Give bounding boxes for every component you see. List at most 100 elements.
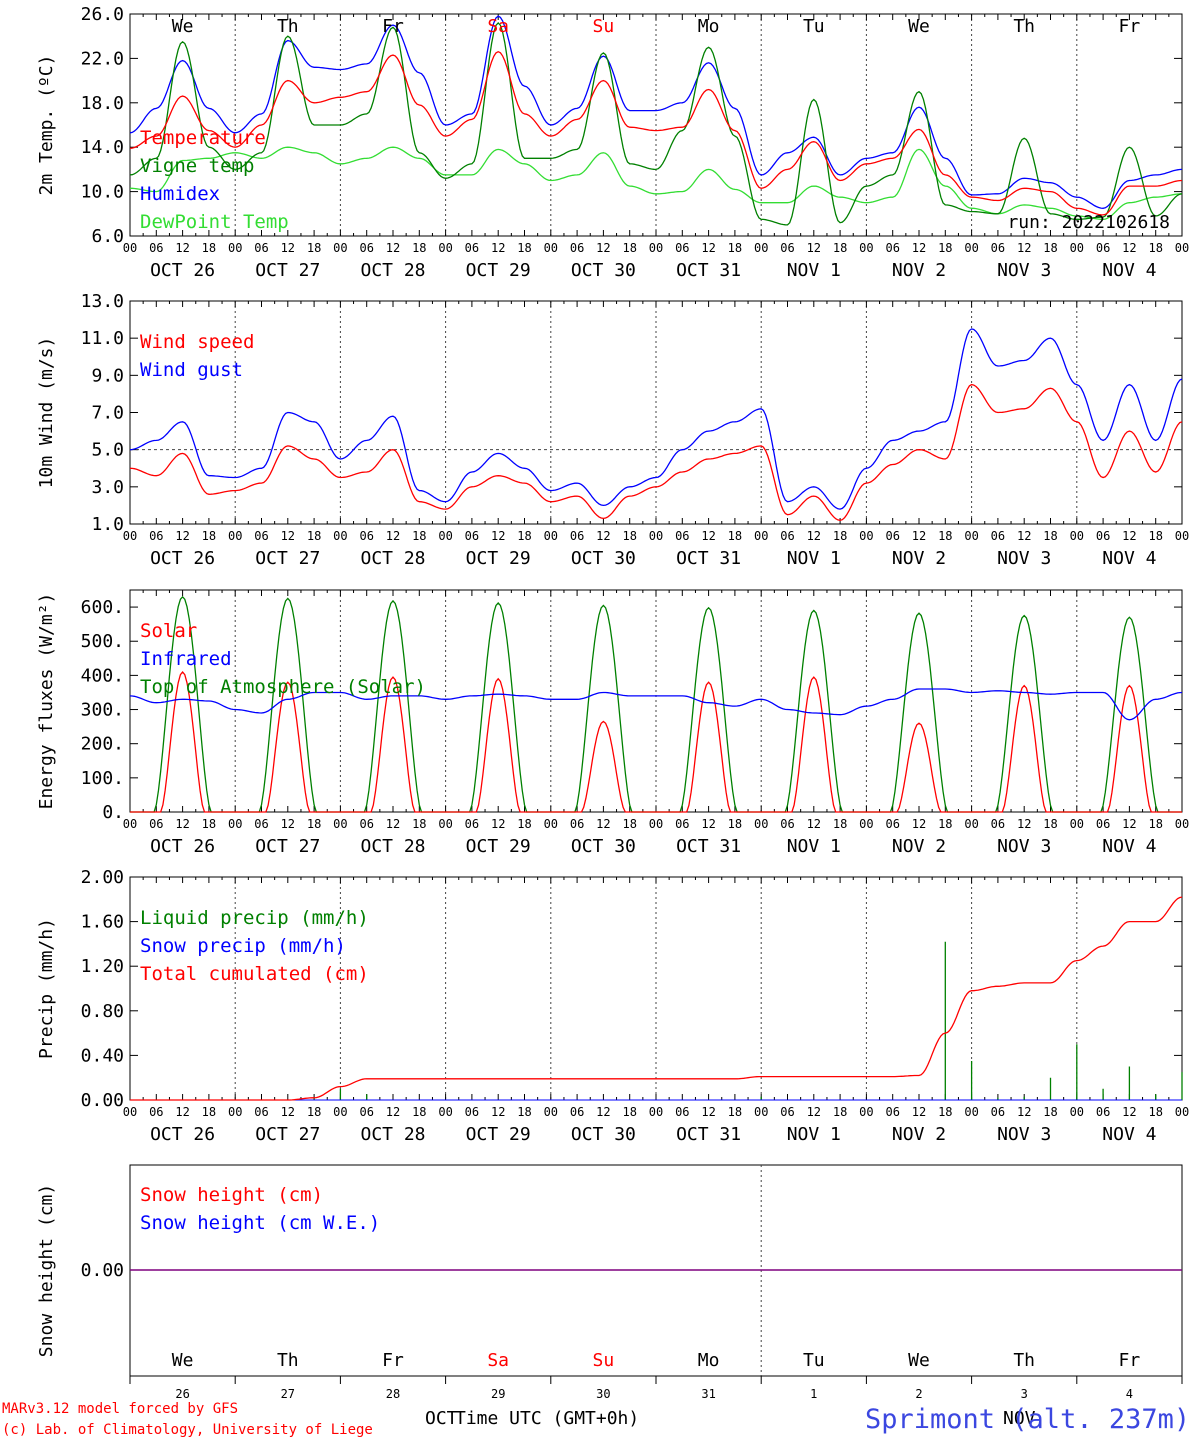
- hour-label: 00: [1070, 1105, 1084, 1119]
- hour-label: 18: [728, 817, 742, 831]
- y-tick-label: 0.40: [81, 1045, 124, 1066]
- hour-label: 12: [1122, 1105, 1136, 1119]
- y-tick-label: 22.0: [81, 48, 124, 69]
- hour-label: 18: [1043, 241, 1057, 255]
- legend-top-of-atmosphere-solar-: Top of Atmosphere (Solar): [140, 676, 426, 698]
- y-tick-label: 26.0: [81, 4, 124, 25]
- hour-label: 18: [412, 529, 426, 543]
- hour-label: 18: [1043, 817, 1057, 831]
- day-label: OCT 26: [150, 836, 215, 857]
- day-label: NOV 3: [997, 1124, 1051, 1145]
- hour-label: 00: [1070, 241, 1084, 255]
- y-tick-label: 200.: [81, 734, 124, 755]
- day-label: OCT 31: [676, 548, 741, 569]
- hour-label: 06: [885, 529, 899, 543]
- hour-label: 00: [859, 529, 873, 543]
- y-tick-label: 1.0: [91, 514, 124, 535]
- lab-credit: (c) Lab. of Climatology, University of L…: [2, 1422, 373, 1438]
- day-number: 26: [175, 1387, 189, 1401]
- weekday-label: Fr: [1119, 1350, 1141, 1371]
- hour-label: 00: [964, 1105, 978, 1119]
- day-label: NOV 2: [892, 548, 946, 569]
- y-tick-label: 0.00: [81, 1090, 124, 1111]
- hour-label: 12: [491, 241, 505, 255]
- weekday-label: Th: [1013, 1350, 1035, 1371]
- day-label: OCT 30: [571, 836, 636, 857]
- hour-label: 18: [728, 241, 742, 255]
- hour-label: 00: [333, 817, 347, 831]
- hour-label: 12: [912, 817, 926, 831]
- hour-label: 18: [412, 817, 426, 831]
- day-number: 27: [281, 1387, 295, 1401]
- hour-label: 12: [1017, 817, 1031, 831]
- hour-label: 12: [386, 817, 400, 831]
- series-solar: [130, 670, 1182, 813]
- legend-total-cumulated-cm-: Total cumulated (cm): [140, 963, 369, 985]
- hour-label: 00: [964, 241, 978, 255]
- hour-label: 00: [754, 241, 768, 255]
- hour-label: 06: [254, 817, 268, 831]
- y-axis-title: Snow height (cm): [36, 1184, 57, 1357]
- weekday-label: Sa: [487, 16, 509, 37]
- hour-label: 12: [281, 817, 295, 831]
- hour-label: 06: [465, 241, 479, 255]
- hour-label: 12: [701, 1105, 715, 1119]
- hour-label: 18: [938, 241, 952, 255]
- series-total-cumulated: [130, 896, 1183, 1101]
- hour-label: 18: [938, 529, 952, 543]
- weekday-label: We: [908, 1350, 930, 1371]
- hour-label: 06: [149, 241, 163, 255]
- hour-label: 12: [281, 241, 295, 255]
- panels-layer: 00 06 12 18 00 06 12 18 00 06 12 18 00 06 12 18 00 06 12 18…: [36, 4, 1189, 1401]
- hour-label: 06: [359, 241, 373, 255]
- y-tick-label: 0.: [102, 802, 124, 823]
- series-wind-speed: [129, 383, 1183, 521]
- day-label: OCT 29: [466, 836, 531, 857]
- day-label: OCT 31: [676, 260, 741, 281]
- hour-label: 18: [622, 1105, 636, 1119]
- hour-label: 12: [175, 529, 189, 543]
- day-label: NOV 4: [1102, 548, 1156, 569]
- hour-label: 18: [307, 817, 321, 831]
- y-tick-label: 400.: [81, 665, 124, 686]
- hour-label: 00: [649, 817, 663, 831]
- day-label: NOV 1: [787, 1124, 841, 1145]
- hour-label: 00: [1175, 529, 1189, 543]
- hour-label: 06: [149, 1105, 163, 1119]
- hour-label: 18: [1043, 529, 1057, 543]
- legend-liquid-precip-mm-h-: Liquid precip (mm/h): [140, 907, 369, 929]
- hour-label: 12: [1122, 529, 1136, 543]
- hour-label: 18: [307, 1105, 321, 1119]
- hour-label: 00: [649, 241, 663, 255]
- day-label: OCT 29: [466, 1124, 531, 1145]
- hour-label: 12: [281, 529, 295, 543]
- hour-label: 12: [491, 1105, 505, 1119]
- time-axis-title: Time UTC (GMT+0h): [455, 1408, 639, 1429]
- y-axis-title: 2m Temp. (ºC): [36, 55, 57, 196]
- legend-solar: Solar: [140, 620, 197, 642]
- series-vigne-temp: [129, 21, 1183, 226]
- hour-label: 06: [465, 817, 479, 831]
- hour-label: 18: [938, 817, 952, 831]
- hour-label: 06: [675, 1105, 689, 1119]
- hour-label: 18: [202, 529, 216, 543]
- hour-label: 06: [254, 1105, 268, 1119]
- hour-label: 00: [754, 1105, 768, 1119]
- hour-label: 06: [1096, 817, 1110, 831]
- hour-label: 18: [833, 241, 847, 255]
- y-tick-label: 3.0: [91, 477, 124, 498]
- legend-snow-precip-mm-h-: Snow precip (mm/h): [140, 935, 346, 957]
- hour-label: 00: [228, 529, 242, 543]
- y-tick-label: 11.0: [81, 328, 124, 349]
- series-temperature: [129, 50, 1183, 216]
- hour-label: 18: [622, 241, 636, 255]
- hour-label: 00: [1175, 817, 1189, 831]
- hour-label: 00: [544, 817, 558, 831]
- hour-label: 12: [386, 529, 400, 543]
- day-label: OCT 30: [571, 260, 636, 281]
- hour-label: 06: [570, 241, 584, 255]
- y-tick-label: 1.20: [81, 956, 124, 977]
- weekday-label: Th: [1013, 16, 1035, 37]
- y-axis-title: Precip (mm/h): [36, 918, 57, 1059]
- y-tick-label: 2.00: [81, 867, 124, 888]
